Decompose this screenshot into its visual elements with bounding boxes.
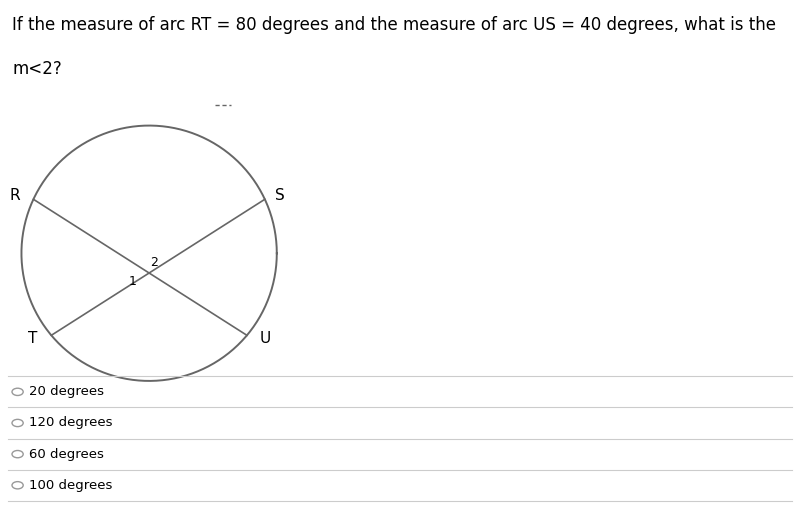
Text: S: S: [275, 188, 285, 203]
Text: U: U: [260, 331, 271, 346]
Text: T: T: [28, 331, 38, 346]
Text: R: R: [10, 188, 20, 203]
Text: 1: 1: [128, 275, 136, 288]
Text: If the measure of arc RT = 80 degrees and the measure of arc US = 40 degrees, wh: If the measure of arc RT = 80 degrees an…: [12, 16, 776, 34]
Text: 100 degrees: 100 degrees: [29, 479, 112, 492]
Text: 60 degrees: 60 degrees: [29, 447, 104, 461]
Text: 2: 2: [150, 256, 158, 269]
Text: m<2?: m<2?: [12, 60, 62, 78]
Text: 20 degrees: 20 degrees: [29, 385, 104, 399]
Text: 120 degrees: 120 degrees: [29, 416, 112, 430]
